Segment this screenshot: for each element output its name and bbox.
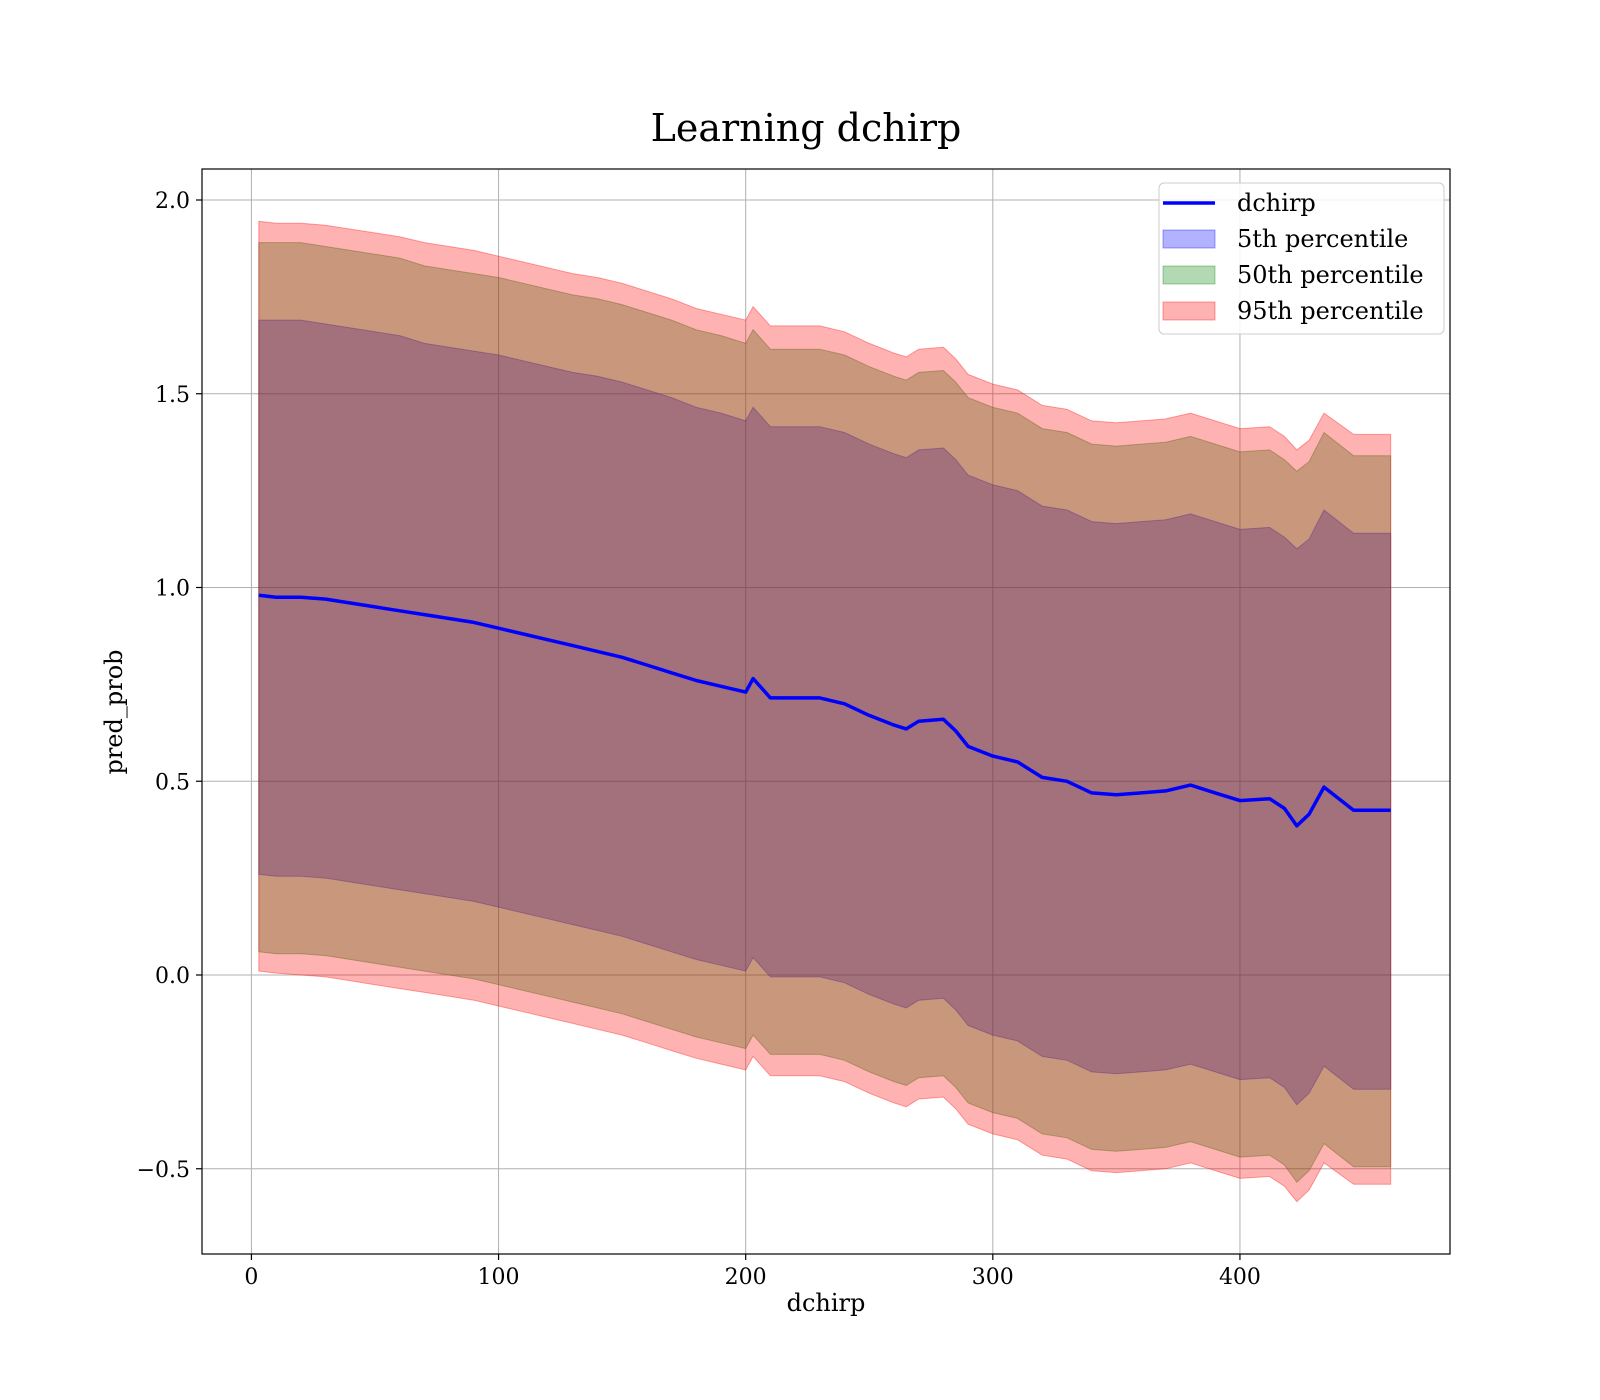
band-50th-percentile — [258, 242, 1392, 1184]
band-95th-percentile — [258, 220, 1392, 1203]
y-tick-label: 2.0 — [155, 189, 190, 214]
y-tick-label: 1.0 — [155, 577, 190, 602]
x-tick-label: 200 — [725, 1265, 767, 1290]
band-5th-percentile — [258, 319, 1392, 1106]
x-tick-label: 300 — [972, 1265, 1014, 1290]
series-lines — [258, 593, 1391, 828]
y-tick-label: 1.5 — [155, 383, 190, 408]
x-axis-label: dchirp — [787, 1289, 866, 1317]
legend-band-swatch — [1162, 265, 1216, 285]
legend-band-swatch — [1162, 301, 1216, 321]
legend: dchirp 5th percentile 50th percentile 95th … — [1158, 182, 1445, 335]
legend-band-swatch — [1162, 229, 1216, 249]
y-tick-label: 0.0 — [155, 964, 190, 989]
x-tick-label: 100 — [478, 1265, 520, 1290]
y-axis-label: pred_prob — [100, 649, 128, 774]
legend-label: 50th percentile — [1237, 261, 1424, 289]
legend-label: 5th percentile — [1237, 225, 1408, 253]
legend-label: dchirp — [1237, 189, 1316, 217]
percentile-bands — [258, 220, 1392, 1203]
legend-label: 95th percentile — [1237, 297, 1424, 325]
plot-area-frame — [201, 168, 1451, 1255]
axis-ticks: 0 100 200 300 400 −0.5 0.0 0.5 1.0 1.5 2.0 — [137, 189, 1261, 1290]
chart-title: Learning dchirp — [651, 106, 962, 150]
x-tick-label: 400 — [1219, 1265, 1261, 1290]
line-dchirp — [258, 593, 1391, 828]
legend-box — [1158, 182, 1445, 335]
y-tick-label: −0.5 — [137, 1158, 190, 1183]
y-tick-label: 0.5 — [155, 770, 190, 795]
x-tick-label: 0 — [244, 1265, 258, 1290]
